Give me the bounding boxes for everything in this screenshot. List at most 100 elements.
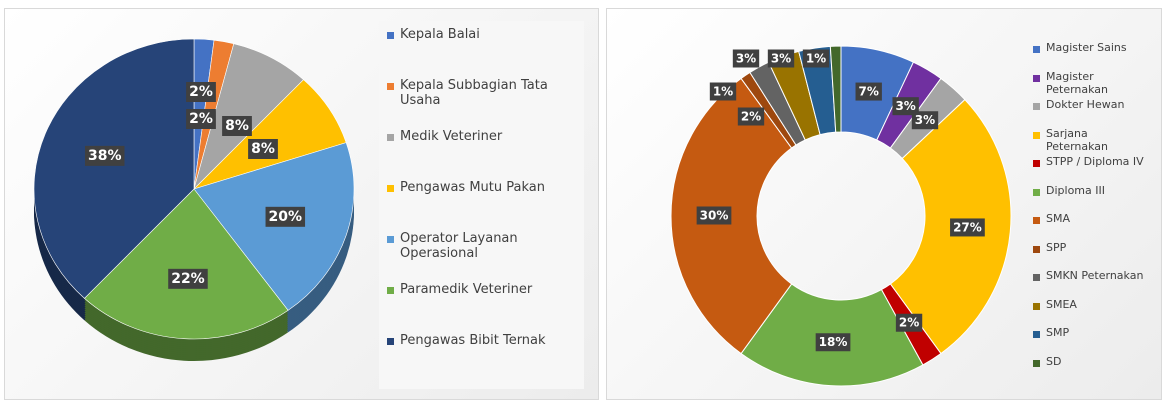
- data-label-box: [802, 49, 830, 68]
- legend-item: Kepala Subbagian Tata Usaha: [387, 78, 576, 108]
- legend-label: SD: [1046, 354, 1062, 368]
- data-label-box: [855, 82, 882, 101]
- data-label: 3%: [771, 52, 791, 66]
- legend-label: Pengawas Bibit Ternak: [400, 333, 546, 348]
- donut-panel: 7% 3% 3% 27% 2% 18% 30% 1% 2% 3% 3% 1% Magister Sai…: [606, 8, 1162, 400]
- legend-swatch: [1033, 274, 1040, 281]
- data-label: 7%: [859, 85, 879, 99]
- data-label-box: [732, 49, 760, 68]
- data-label: 2%: [899, 316, 919, 330]
- legend-swatch: [1033, 302, 1040, 310]
- legend-label: Pengawas Mutu Pakan: [400, 180, 545, 195]
- legend-item: Magister Sains: [1033, 41, 1147, 54]
- data-label: 2%: [189, 111, 213, 127]
- legend-item: SMEA: [1033, 298, 1147, 311]
- data-label-box: [222, 116, 252, 136]
- legend-swatch: [387, 338, 394, 345]
- legend-item: Medik Veteriner: [387, 129, 576, 144]
- data-label-box: [895, 313, 923, 332]
- legend-label: Medik Veteriner: [400, 129, 503, 144]
- legend-item: SMA: [1033, 212, 1147, 225]
- pie-panel: 2% 2% 8% 8% 20% 22% 38% Kepala Balai Kepala Sub…: [4, 8, 599, 400]
- legend-item: SMP: [1033, 326, 1147, 339]
- data-label: 18%: [819, 335, 848, 349]
- data-label: 1%: [806, 52, 826, 66]
- legend-swatch: [1033, 359, 1040, 367]
- legend-label: SMKN Peternakan: [1046, 269, 1144, 282]
- legend-swatch: [387, 83, 394, 90]
- legend-swatch: [1033, 188, 1040, 196]
- legend-item: SPP: [1033, 241, 1147, 254]
- legend-item: SD: [1033, 355, 1147, 368]
- data-label: 1%: [713, 85, 733, 99]
- legend-label: SMEA: [1046, 297, 1077, 311]
- legend-swatch: [387, 134, 394, 141]
- legend-label: Sarjana Peternakan: [1046, 126, 1109, 153]
- legend-swatch: [1033, 46, 1040, 53]
- slice: [84, 188, 289, 340]
- legend-label: Operator Layanan Operasional: [400, 231, 518, 261]
- data-label: 22%: [171, 271, 205, 287]
- data-label-box: [696, 206, 732, 225]
- data-label-box: [767, 49, 795, 68]
- data-label-box: [892, 97, 919, 116]
- donut-slice: [829, 45, 842, 133]
- legend-item: Magister Peternakan: [1033, 70, 1147, 96]
- legend-label: Magister Peternakan: [1046, 69, 1109, 96]
- legend-label: SMP: [1046, 326, 1070, 339]
- donut-chart: 7%3%3%27%2%18%30%1%2%3% 3% 1%: [670, 45, 1012, 387]
- data-label: 2%: [741, 110, 761, 124]
- legend-swatch: [1033, 74, 1040, 82]
- legend-swatch: [1033, 331, 1040, 338]
- legend-item: Paramedik Veteriner: [387, 282, 576, 297]
- legend-swatch: [387, 287, 394, 294]
- data-label-box: [950, 218, 985, 237]
- data-label-box: [248, 139, 278, 159]
- legend-item: Dokter Hewan: [1033, 98, 1147, 111]
- legend: Magister Sains Magister Peternakan Dokter …: [1025, 33, 1155, 383]
- data-label-box: [709, 82, 737, 101]
- data-label: 3%: [915, 113, 935, 127]
- legend-swatch: [387, 185, 394, 192]
- slice: [33, 38, 195, 299]
- data-label-box: [186, 82, 216, 102]
- data-label-box: [84, 145, 125, 166]
- data-label-box: [186, 109, 216, 129]
- data-label-box: [265, 206, 306, 227]
- legend-label: SPP: [1046, 240, 1067, 254]
- legend-item: Sarjana Peternakan: [1033, 127, 1147, 153]
- legend-swatch: [387, 236, 394, 243]
- legend-swatch: [1033, 245, 1040, 253]
- legend-item: Pengawas Mutu Pakan: [387, 180, 576, 195]
- legend-swatch: [1033, 103, 1040, 110]
- legend-item: Diploma III: [1033, 184, 1147, 197]
- legend: Kepala Balai Kepala Subbagian Tata Usaha M…: [379, 21, 584, 389]
- data-label-box: [737, 107, 765, 126]
- data-label: 20%: [269, 209, 303, 225]
- legend-label: Paramedik Veteriner: [400, 282, 533, 297]
- legend-label: SMA: [1046, 212, 1070, 225]
- legend-item: STPP / Diploma IV: [1033, 155, 1147, 168]
- data-label: 8%: [225, 118, 249, 134]
- data-label: 27%: [953, 220, 982, 234]
- legend-item: Pengawas Bibit Ternak: [387, 333, 576, 348]
- pie-chart: 2% 2% 8%8% 20% 22% 38%: [33, 38, 355, 361]
- data-label: 3%: [895, 99, 915, 113]
- legend-swatch: [1033, 131, 1040, 139]
- legend-item: SMKN Peternakan: [1033, 269, 1147, 282]
- data-label: 30%: [700, 209, 729, 223]
- data-label: 38%: [88, 148, 122, 164]
- data-label-box: [168, 268, 208, 289]
- legend-label: Diploma III: [1046, 183, 1105, 197]
- data-label: 8%: [251, 141, 275, 157]
- data-label-box: [911, 111, 939, 130]
- legend-swatch: [387, 32, 394, 39]
- legend-label: STPP / Diploma IV: [1046, 155, 1144, 168]
- legend-item: Operator Layanan Operasional: [387, 231, 576, 261]
- legend-swatch: [1033, 217, 1040, 224]
- legend-label: Kepala Subbagian Tata Usaha: [400, 78, 548, 108]
- legend-label: Dokter Hewan: [1046, 98, 1125, 111]
- legend-swatch: [1033, 160, 1040, 167]
- legend-label: Magister Sains: [1046, 41, 1127, 54]
